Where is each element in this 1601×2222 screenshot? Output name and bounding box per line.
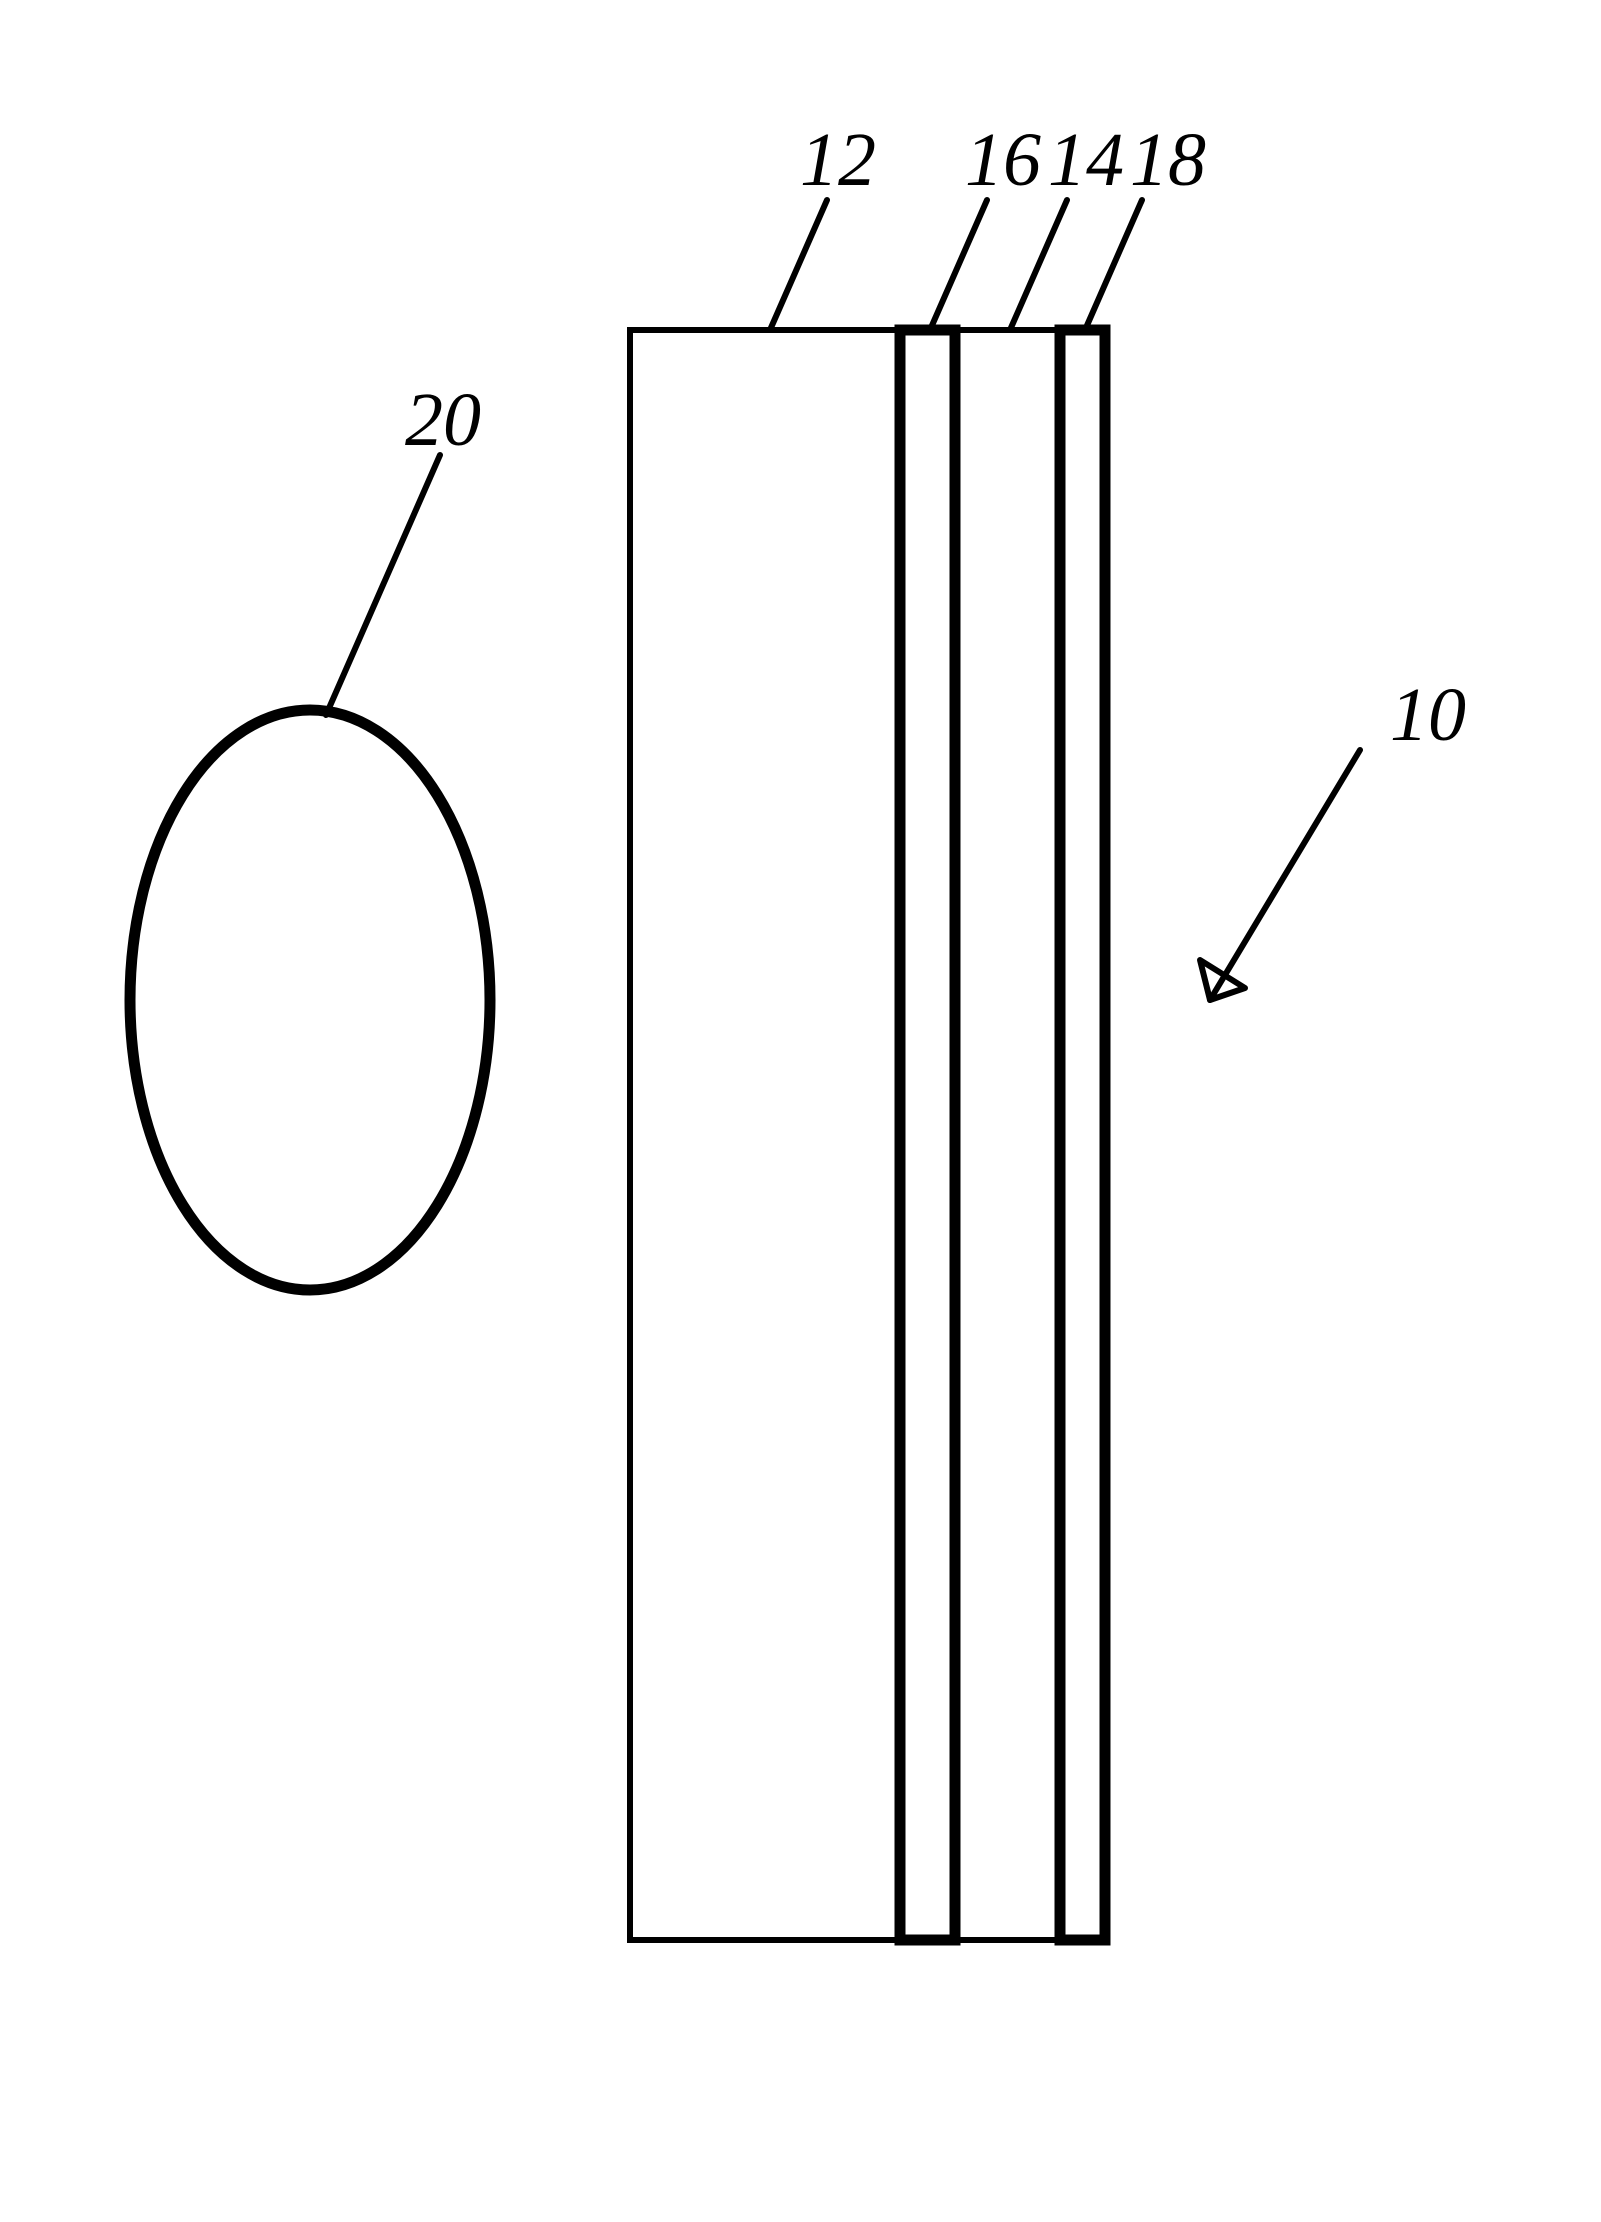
label-n18: 18 (1130, 118, 1206, 202)
label-n14: 14 (1048, 118, 1124, 202)
label-n16: 16 (965, 118, 1041, 202)
label-n10: 10 (1390, 673, 1466, 757)
label-n20: 20 (405, 378, 481, 462)
label-n12: 12 (800, 118, 876, 202)
figure-background (0, 0, 1601, 2222)
